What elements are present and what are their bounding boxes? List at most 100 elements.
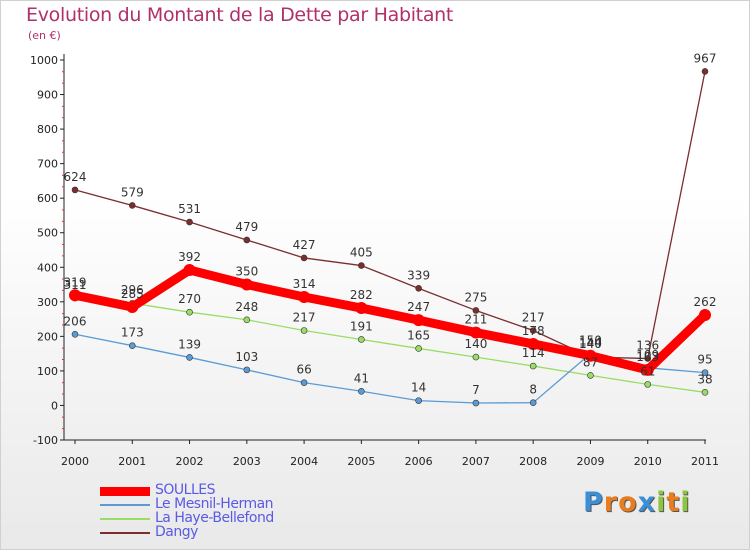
- data-point-soulles: [240, 278, 253, 291]
- data-point-soulles: [298, 290, 311, 303]
- data-label-le-mesnil-herman: 8: [529, 383, 537, 397]
- data-label-la-haye-bellefond: 248: [235, 300, 258, 314]
- data-label-la-haye-bellefond: 270: [178, 292, 201, 306]
- data-point-le-mesnil-herman: [300, 379, 308, 386]
- data-point-la-haye-bellefond: [300, 327, 308, 334]
- y-tick-label: 0: [51, 399, 58, 412]
- x-tick-label: 2000: [61, 455, 89, 468]
- data-label-soulles: 144: [579, 336, 602, 350]
- data-point-la-haye-bellefond: [472, 353, 480, 361]
- data-point-dangy: [128, 202, 136, 209]
- x-tick-label: 2011: [691, 455, 719, 468]
- series-layer: [69, 68, 711, 407]
- data-point-le-mesnil-herman: [128, 342, 136, 349]
- legend-label-soulles: SOULLES: [155, 482, 216, 498]
- data-point-dangy: [358, 262, 365, 269]
- logo-letter: i: [656, 487, 667, 518]
- data-point-le-mesnil-herman: [71, 330, 79, 338]
- data-point-le-mesnil-herman: [243, 366, 251, 374]
- data-label-soulles: 282: [350, 288, 373, 302]
- data-point-le-mesnil-herman: [529, 399, 537, 406]
- data-label-dangy: 624: [64, 170, 87, 184]
- legend: SOULLES Le Mesnil-Herman La Haye-Bellefo…: [100, 482, 360, 540]
- data-label-la-haye-bellefond: 140: [464, 337, 487, 351]
- x-tick-label: 2002: [176, 455, 204, 468]
- data-label-soulles: 211: [464, 313, 487, 327]
- data-point-dangy: [71, 186, 79, 194]
- x-tick-label: 2006: [405, 455, 433, 468]
- data-point-dangy: [415, 285, 422, 292]
- data-label-soulles: 103: [636, 350, 659, 364]
- data-label-le-mesnil-herman: 109: [636, 348, 659, 362]
- data-point-soulles: [126, 301, 139, 313]
- data-label-dangy: 217: [522, 310, 545, 324]
- legend-item-soulles: SOULLES: [100, 482, 360, 498]
- y-tick-label: 500: [37, 227, 58, 240]
- y-tick-label: 800: [37, 123, 58, 136]
- data-label-dangy: 405: [350, 246, 373, 260]
- series-line-la-haye-bellefond: [74, 297, 706, 393]
- data-label-le-mesnil-herman: 14: [411, 381, 426, 395]
- data-point-soulles: [699, 308, 711, 321]
- data-point-la-haye-bellefond: [186, 308, 193, 316]
- data-label-la-haye-bellefond: 61: [640, 364, 655, 378]
- proxiti-logo: Proxiti: [583, 487, 691, 518]
- logo-letter: o: [618, 487, 638, 518]
- data-point-dangy: [644, 355, 652, 362]
- data-point-dangy: [186, 218, 193, 226]
- data-point-soulles: [412, 314, 425, 327]
- data-point-soulles: [355, 302, 368, 315]
- data-label-dangy: 275: [464, 290, 487, 304]
- legend-item-la-haye-bellefond: La Haye-Bellefond: [100, 510, 360, 526]
- x-tick-label: 2005: [347, 455, 375, 468]
- y-tick-label: 100: [37, 365, 58, 378]
- data-label-dangy: 427: [293, 238, 316, 252]
- data-label-soulles: 285: [121, 287, 144, 301]
- data-label-le-mesnil-herman: 66: [296, 363, 311, 377]
- data-label-dangy: 136: [636, 338, 659, 352]
- logo-letter: r: [603, 487, 619, 518]
- x-tick-label: 2010: [634, 455, 662, 468]
- logo-letter: x: [637, 487, 657, 518]
- y-tick-label: 1000: [30, 54, 58, 67]
- data-point-la-haye-bellefond: [529, 362, 537, 370]
- data-point-la-haye-bellefond: [415, 345, 422, 352]
- series-soulles: [69, 264, 711, 376]
- data-label-le-mesnil-herman: 103: [235, 350, 258, 364]
- data-point-dangy: [701, 68, 709, 75]
- data-label-dangy: 479: [235, 220, 258, 234]
- data-point-la-haye-bellefond: [644, 381, 652, 388]
- data-labels-layer: 319 285 392 350 314 282 247 211 178 144 103 262 206 1…: [64, 51, 717, 397]
- data-label-le-mesnil-herman: 150: [579, 334, 602, 348]
- data-label-dangy: 967: [694, 51, 717, 65]
- data-point-le-mesnil-herman: [415, 397, 422, 404]
- logo-letter: i: [680, 487, 691, 518]
- data-point-la-haye-bellefond: [243, 316, 251, 324]
- chart-title: Evolution du Montant de la Dette par Hab…: [26, 4, 454, 26]
- data-point-soulles: [584, 349, 597, 362]
- data-label-la-haye-bellefond: 38: [697, 372, 712, 386]
- data-label-la-haye-bellefond: 296: [121, 283, 144, 297]
- data-label-la-haye-bellefond: 87: [583, 355, 598, 369]
- data-point-soulles: [183, 264, 196, 277]
- data-point-dangy: [529, 327, 537, 334]
- data-label-le-mesnil-herman: 139: [178, 337, 201, 351]
- x-tick-label: 2009: [576, 455, 604, 468]
- data-point-soulles: [69, 289, 81, 302]
- legend-swatch-le-mesnil-herman: [100, 504, 150, 506]
- data-label-la-haye-bellefond: 311: [64, 278, 87, 292]
- data-label-le-mesnil-herman: 206: [64, 314, 87, 328]
- y-tick-label: 400: [37, 261, 58, 274]
- data-point-le-mesnil-herman: [358, 387, 365, 395]
- y-tick-label: 200: [37, 330, 58, 343]
- data-point-dangy: [472, 307, 480, 314]
- data-label-le-mesnil-herman: 173: [121, 326, 144, 340]
- legend-label-dangy: Dangy: [155, 524, 198, 540]
- data-point-soulles: [527, 337, 540, 350]
- x-tick-label: 2001: [118, 455, 146, 468]
- logo-letter: t: [666, 487, 681, 518]
- data-label-la-haye-bellefond: 217: [293, 310, 316, 324]
- data-label-soulles: 392: [178, 250, 201, 264]
